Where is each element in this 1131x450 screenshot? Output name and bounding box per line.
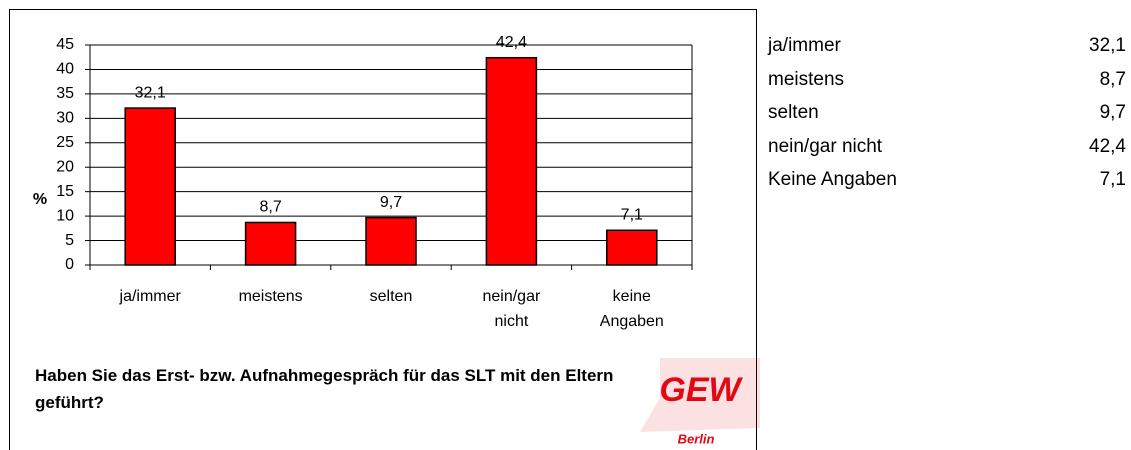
table-row: Keine Angaben 7,1: [768, 169, 1126, 191]
row-label: Keine Angaben: [768, 169, 897, 190]
row-value: 9,7: [1099, 102, 1126, 123]
y-tick-label: 45: [56, 36, 74, 53]
x-tick-label: ja/immer: [119, 288, 181, 305]
row-value: 8,7: [1099, 68, 1126, 90]
row-label: meistens: [768, 68, 845, 90]
y-tick-label: 0: [65, 256, 74, 273]
logo-text: GEW: [659, 371, 743, 409]
row-label: ja/immer: [768, 35, 841, 56]
bar: [485, 56, 538, 266]
row-value: 32,1: [1089, 35, 1126, 56]
data-label: 7,1: [621, 207, 643, 224]
table-row: meistens 8,7: [768, 69, 1126, 91]
table-row: selten 9,7: [768, 102, 1126, 124]
y-tick-label: 30: [56, 110, 74, 127]
x-tick-label: meistens: [238, 288, 303, 305]
y-tick-label: 40: [56, 61, 74, 78]
logo: GEW Berlin: [640, 358, 760, 446]
y-tick-label: 35: [56, 85, 74, 102]
bar: [244, 221, 297, 266]
bar: [124, 107, 176, 266]
y-tick-label: 5: [65, 232, 74, 249]
data-label: 32,1: [135, 84, 166, 101]
data-label: 8,7: [259, 199, 281, 216]
table-row: ja/immer 32,1: [768, 35, 1126, 57]
row-value: 42,4: [1089, 135, 1126, 157]
y-tick-label: 20: [56, 158, 74, 175]
data-label: 9,7: [380, 194, 402, 211]
bar: [365, 216, 417, 266]
row-label: selten: [768, 102, 819, 123]
x-tick-label: keine Angaben: [599, 288, 664, 330]
row-value: 7,1: [1099, 169, 1126, 190]
data-label: 42,4: [496, 34, 527, 51]
y-axis-label: %: [33, 191, 47, 208]
y-tick-label: 10: [56, 207, 74, 224]
chart-title: Haben Sie das Erst- bzw. Aufnahmegespräc…: [35, 366, 614, 412]
y-tick-label: 15: [56, 183, 74, 200]
bar: [606, 229, 658, 266]
x-tick-label: selten: [369, 288, 413, 305]
table-row: nein/gar nicht 42,4: [768, 136, 1126, 158]
x-tick-label: nein/gar nicht: [482, 288, 541, 330]
logo-background: [640, 358, 760, 432]
row-label: nein/gar nicht: [768, 135, 883, 157]
logo-subtitle: Berlin: [678, 431, 715, 446]
y-tick-label: 25: [56, 134, 74, 151]
chart-frame: [9, 9, 757, 450]
